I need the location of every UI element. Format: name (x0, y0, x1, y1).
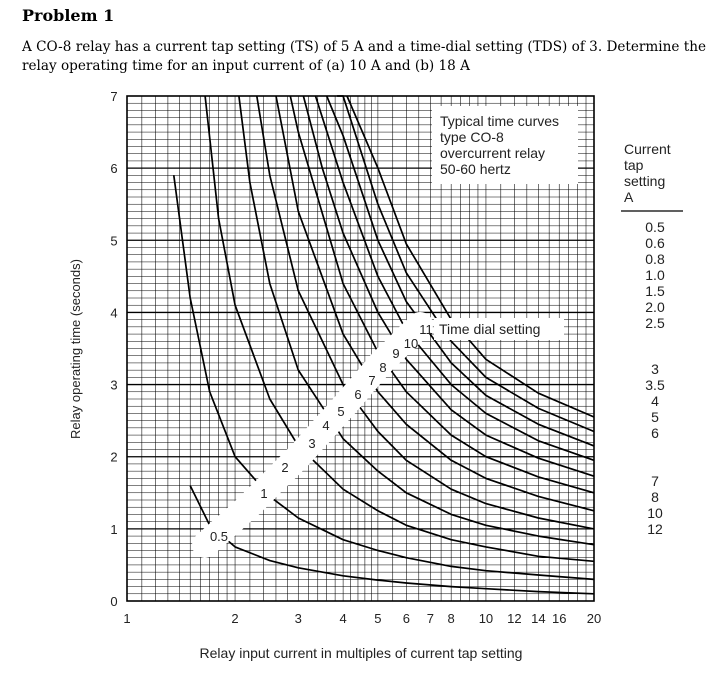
y-tick-label: 0 (110, 594, 117, 609)
dial-label-2: 2 (281, 460, 288, 475)
tap-setting-value: 0.6 (645, 235, 665, 251)
tap-setting-value: 6 (651, 425, 659, 441)
x-tick-label: 12 (507, 611, 521, 626)
tap-setting-value: 4 (651, 393, 659, 409)
chart-title-line: Typical time curves (440, 113, 559, 129)
tap-setting-value: 12 (647, 521, 663, 537)
dial-label-9: 9 (392, 346, 399, 361)
plot-frame (126, 95, 595, 602)
chart-title-line: type CO-8 (440, 129, 504, 145)
x-tick-label: 1 (123, 611, 130, 626)
tap-setting-value: 10 (647, 505, 663, 521)
time-curves (172, 95, 595, 595)
time-curve-1 (172, 175, 595, 581)
y-tick-label: 5 (110, 233, 117, 248)
tap-header-line: Current (624, 141, 671, 157)
time-curve-6 (289, 95, 595, 494)
x-axis-label: Relay input current in multiples of curr… (200, 645, 523, 661)
tap-setting-value: 1.0 (645, 267, 665, 283)
x-tick-label: 10 (479, 611, 493, 626)
y-tick-label: 4 (110, 305, 117, 320)
dial-label-4: 4 (322, 418, 329, 433)
tap-setting-value: 3.5 (645, 377, 665, 393)
dial-label-8: 8 (379, 360, 386, 375)
time-curve-4 (255, 95, 595, 530)
problem-statement: A CO-8 relay has a current tap setting (… (22, 39, 707, 74)
tap-header-line: A (624, 189, 634, 205)
time-curve-5 (275, 95, 595, 512)
y-tick-label: 3 (110, 378, 117, 393)
tap-setting-value: 2.0 (645, 299, 665, 315)
x-tick-label: 5 (374, 611, 381, 626)
dial-label-3: 3 (308, 436, 315, 451)
x-tick-label: 6 (403, 611, 410, 626)
chart-title-line: overcurrent relay (440, 145, 545, 161)
y-tick-label: 1 (110, 522, 117, 537)
x-tick-label: 7 (427, 611, 434, 626)
x-tick-label: 2 (231, 611, 238, 626)
y-tick-label: 2 (110, 450, 117, 465)
tap-header-line: tap (624, 157, 644, 173)
chart-title-line: 50-60 hertz (440, 161, 511, 177)
y-tick-label: 6 (110, 161, 117, 176)
time-curve-7 (302, 95, 595, 478)
tap-setting-value: 2.5 (645, 315, 665, 331)
time-curve-10 (337, 95, 595, 433)
x-tick-label: 4 (339, 611, 346, 626)
dial-label-0.5: 0.5 (210, 529, 228, 544)
tap-setting-value: 3 (651, 361, 659, 377)
dial-label-11: 11 (419, 322, 433, 337)
time-curve-2 (204, 95, 595, 563)
tap-setting-value: 1.5 (645, 283, 665, 299)
time-curve-0.5 (189, 485, 595, 595)
tap-setting-value: 0.8 (645, 251, 665, 267)
tap-setting-value: 7 (651, 473, 659, 489)
tap-setting-value: 5 (651, 409, 659, 425)
dial-label-band (192, 312, 433, 558)
time-curve-3 (238, 95, 595, 546)
x-tick-label: 8 (448, 611, 455, 626)
dial-label-6: 6 (354, 387, 361, 402)
y-axis-label: Relay operating time (seconds) (68, 259, 83, 439)
tap-setting-value: 8 (651, 489, 659, 505)
dial-caption-backing (434, 318, 564, 340)
x-tick-label: 20 (587, 611, 601, 626)
x-tick-label: 14 (531, 611, 545, 626)
x-tick-label: 16 (552, 611, 566, 626)
dial-label-7: 7 (368, 373, 375, 388)
time-dial-caption: Time dial setting (439, 321, 540, 337)
problem-heading: Problem 1 (22, 6, 115, 25)
dial-label-10: 10 (404, 336, 418, 351)
x-tick-label: 3 (295, 611, 302, 626)
dial-label-5: 5 (337, 404, 344, 419)
title-box-backing (432, 106, 578, 184)
time-curve-8 (314, 95, 595, 462)
dial-label-1: 1 (260, 486, 267, 501)
tap-header-line: setting (624, 173, 665, 189)
y-tick-label: 7 (110, 89, 117, 104)
tap-setting-value: 0.5 (645, 219, 665, 235)
